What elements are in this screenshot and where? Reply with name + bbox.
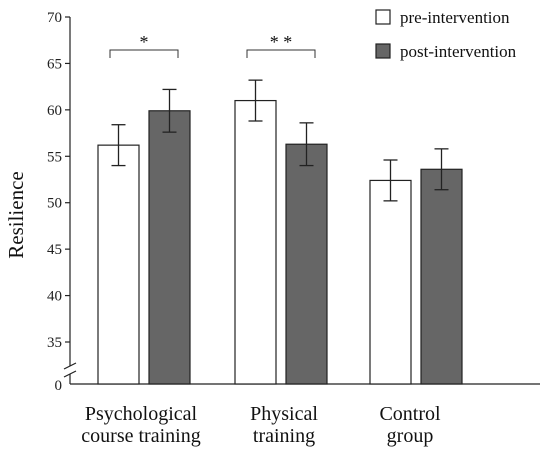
- bar: [369, 179, 412, 385]
- significance-markers: * * *: [109, 32, 316, 58]
- bar: [420, 168, 463, 385]
- bar: [148, 110, 191, 385]
- y-tick-label: 45: [47, 242, 62, 258]
- category-label: Psychological: [85, 403, 198, 425]
- significance-bracket: [109, 49, 179, 58]
- significance-bracket: [246, 49, 316, 58]
- bar: [285, 143, 328, 385]
- legend-label: post-intervention: [400, 42, 517, 61]
- legend-swatch: [375, 43, 391, 59]
- y-tick-label: 40: [47, 289, 62, 305]
- legend: pre-intervention post-intervention: [375, 8, 517, 61]
- y-tick-label: 0: [55, 378, 63, 394]
- category-label: Physical: [250, 403, 318, 425]
- y-tick-label: 50: [47, 196, 62, 212]
- category-label: Control: [379, 403, 441, 425]
- y-tick-label: 70: [47, 10, 62, 26]
- significance-label: * *: [270, 32, 293, 52]
- error-bars: [111, 79, 449, 202]
- significance-label: *: [140, 32, 149, 52]
- axis-break-mark: [63, 370, 77, 378]
- category-label: course training: [81, 425, 200, 447]
- legend-swatch: [375, 9, 391, 25]
- y-tick-label: 65: [47, 56, 62, 72]
- category-label: training: [253, 425, 315, 447]
- y-tick-label: 60: [47, 103, 62, 119]
- bar: [97, 144, 140, 385]
- y-axis-label: Resilience: [4, 171, 28, 258]
- y-tick-label: 35: [47, 335, 62, 351]
- category-label: group: [387, 425, 434, 447]
- y-tick-label: 55: [47, 149, 62, 165]
- axis-break-mark: [63, 362, 77, 370]
- legend-label: pre-intervention: [400, 8, 510, 27]
- bar: [234, 99, 277, 385]
- bars: [97, 99, 463, 385]
